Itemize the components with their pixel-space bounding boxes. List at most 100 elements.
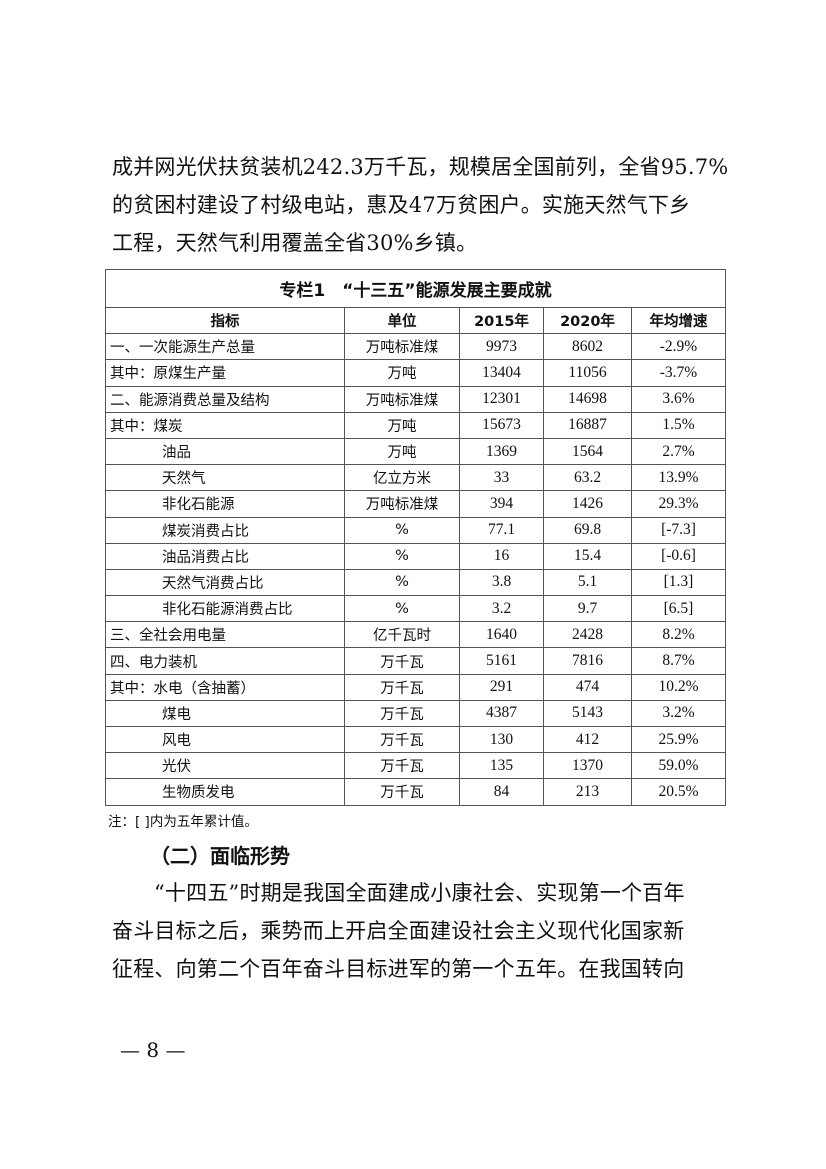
table-caption: 专栏1 “十三五”能源发展主要成就 (105, 269, 726, 308)
cell-indicator: 其中：水电（含抽蓄） (105, 673, 345, 701)
cell-indicator: 其中：煤炭 (105, 411, 345, 439)
energy-achievements-table: 专栏1 “十三五”能源发展主要成就 指标 单位 2015年 2020年 年均增速… (105, 269, 726, 806)
cell-growth: -3.7% (631, 359, 726, 387)
cell-unit: 万千瓦 (344, 752, 460, 780)
table-row: 其中：原煤生产量 万吨 13404 11056 -3.7% (105, 359, 726, 387)
cell-growth: [-0.6] (631, 542, 726, 570)
cell-indicator: 油品消费占比 (105, 542, 345, 570)
cell-unit: 万吨标准煤 (344, 333, 460, 361)
cell-y2020: 7816 (543, 647, 632, 675)
cell-growth: 3.6% (631, 385, 726, 413)
cell-unit: 万千瓦 (344, 725, 460, 754)
cell-y2020: 15.4 (543, 542, 632, 570)
cell-growth: 3.2% (631, 699, 726, 728)
cell-growth: 59.0% (631, 752, 726, 780)
cell-y2020: 412 (543, 725, 632, 754)
intro-paragraph: 成并网光伏扶贫装机242.3万千瓦，规模居全国前列，全省95.7% 的贫困村建设… (112, 148, 752, 262)
table-row: 天然气消费占比% 3.8 5.1 [1.3] (105, 568, 726, 597)
cell-indicator: 油品 (105, 437, 345, 466)
cell-unit: 万吨 (344, 359, 460, 387)
table-row: 生物质发电 万千瓦 84 213 20.5% (105, 778, 726, 806)
cell-indicator: 二、能源消费总量及结构 (105, 385, 345, 413)
cell-y2020: 5.1 (543, 568, 632, 597)
cell-growth: 1.5% (631, 411, 726, 439)
table-row: 煤电 万千瓦 4387 5143 3.2% (105, 699, 726, 728)
table-row: 油品 万吨 1369 1564 2.7% (105, 437, 726, 466)
cell-unit: % (344, 516, 460, 544)
cell-unit: 万吨标准煤 (344, 385, 460, 413)
cell-unit: 万吨 (344, 437, 460, 466)
cell-unit: % (344, 595, 460, 623)
cell-y2015: 4387 (459, 699, 544, 728)
cell-unit: 万千瓦 (344, 647, 460, 675)
page-number: — 8 — (120, 1038, 186, 1062)
cell-y2015: 84 (459, 778, 544, 806)
cell-growth: 8.7% (631, 647, 726, 675)
cell-growth: 13.9% (631, 464, 726, 492)
text-line: 奋斗目标之后，乘势而上开启全面建设社会主义现代化国家新 (112, 919, 685, 943)
cell-y2020: 11056 (543, 359, 632, 387)
text-line: 的贫困村建设了村级电站，惠及47万贫困户。实施天然气下乡 (112, 193, 691, 217)
column-header: 指标 (105, 306, 345, 335)
cell-growth: 10.2% (631, 673, 726, 701)
cell-indicator: 煤电 (105, 699, 345, 728)
table-row: 非化石能源消费占比% 3.2 9.7 [6.5] (105, 595, 726, 623)
cell-indicator: 风电 (105, 725, 345, 754)
cell-unit: 万千瓦 (344, 699, 460, 728)
table-note: 注：[ ]内为五年累计值。 (108, 814, 258, 830)
column-header: 年均增速 (631, 306, 726, 335)
cell-y2015: 16 (459, 542, 544, 570)
cell-y2020: 213 (543, 778, 632, 806)
cell-y2015: 1640 (459, 621, 544, 649)
cell-growth: 25.9% (631, 725, 726, 754)
cell-y2015: 3.2 (459, 595, 544, 623)
cell-y2020: 1564 (543, 437, 632, 466)
cell-y2015: 394 (459, 490, 544, 518)
text-line: “十四五”时期是我国全面建成小康社会、实现第一个百年 (154, 881, 685, 905)
cell-indicator: 四、电力装机 (105, 647, 345, 675)
cell-y2020: 474 (543, 673, 632, 701)
cell-growth: [6.5] (631, 595, 726, 623)
cell-y2020: 8602 (543, 333, 632, 361)
column-header: 单位 (344, 306, 460, 335)
cell-unit: % (344, 542, 460, 570)
cell-y2020: 2428 (543, 621, 632, 649)
table-row: 天然气 亿立方米 33 63.2 13.9% (105, 464, 726, 492)
cell-unit: 万吨标准煤 (344, 490, 460, 518)
cell-growth: 20.5% (631, 778, 726, 806)
table-row: 光伏 万千瓦 135 1370 59.0% (105, 752, 726, 780)
cell-y2015: 33 (459, 464, 544, 492)
cell-y2020: 5143 (543, 699, 632, 728)
cell-indicator: 煤炭消费占比 (105, 516, 345, 544)
table-row: 二、能源消费总量及结构 万吨标准煤 12301 14698 3.6% (105, 385, 726, 413)
cell-growth: -2.9% (631, 333, 726, 361)
cell-indicator: 其中：原煤生产量 (105, 359, 345, 387)
cell-y2015: 130 (459, 725, 544, 754)
cell-y2015: 15673 (459, 411, 544, 439)
table-row: 其中：水电（含抽蓄） 万千瓦 291 474 10.2% (105, 673, 726, 701)
cell-unit: % (344, 568, 460, 597)
section-heading: （二）面临形势 (150, 844, 290, 868)
cell-y2020: 16887 (543, 411, 632, 439)
cell-indicator: 三、全社会用电量 (105, 621, 345, 649)
cell-y2015: 9973 (459, 333, 544, 361)
cell-growth: 2.7% (631, 437, 726, 466)
cell-y2020: 9.7 (543, 595, 632, 623)
cell-indicator: 光伏 (105, 752, 345, 780)
column-header: 2020年 (543, 306, 632, 335)
cell-growth: 8.2% (631, 621, 726, 649)
cell-indicator: 天然气消费占比 (105, 568, 345, 597)
table-row: 油品消费占比% 16 15.4 [-0.6] (105, 542, 726, 570)
cell-y2015: 5161 (459, 647, 544, 675)
cell-y2015: 13404 (459, 359, 544, 387)
body-paragraph: “十四五”时期是我国全面建成小康社会、实现第一个百年 奋斗目标之后，乘势而上开启… (112, 874, 752, 988)
table-body: 一、一次能源生产总量 万吨标准煤 9973 8602 -2.9% 其中：原煤生产量 万吨 13… (105, 333, 726, 806)
cell-y2015: 77.1 (459, 516, 544, 544)
cell-unit: 亿立方米 (344, 464, 460, 492)
cell-growth: 29.3% (631, 490, 726, 518)
cell-growth: [-7.3] (631, 516, 726, 544)
cell-indicator: 天然气 (105, 464, 345, 492)
cell-y2020: 63.2 (543, 464, 632, 492)
cell-y2015: 1369 (459, 437, 544, 466)
cell-indicator: 一、一次能源生产总量 (105, 333, 345, 361)
